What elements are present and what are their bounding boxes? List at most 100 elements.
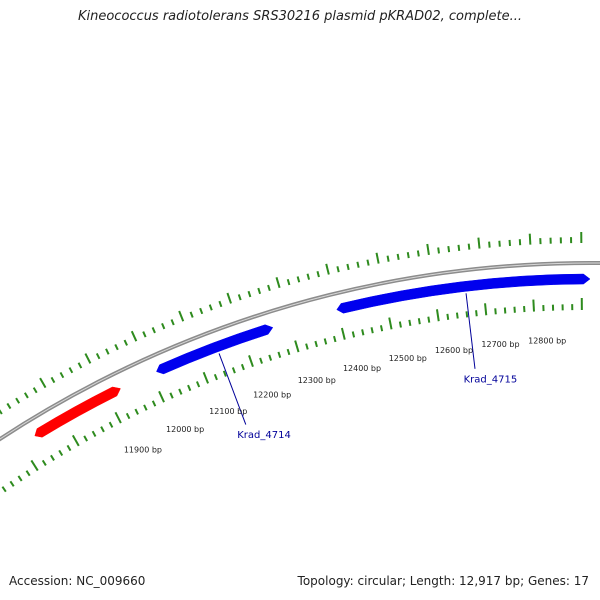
outer-tick <box>6 402 12 410</box>
outer-tick <box>406 251 410 259</box>
outer-tick <box>218 300 223 308</box>
backbone-highlight <box>0 262 600 440</box>
inner-tick <box>9 480 15 487</box>
inner-tick <box>178 388 183 395</box>
inner-tick <box>388 317 393 330</box>
position-label: 12100 bp <box>209 407 247 416</box>
position-label: 12800 bp <box>528 336 566 345</box>
inner-tick <box>222 370 227 377</box>
outer-tick <box>528 233 532 245</box>
inner-tick <box>158 390 165 403</box>
outer-tick <box>296 276 301 283</box>
gene-arrow-0[interactable] <box>34 386 121 438</box>
inner-tick <box>494 308 497 315</box>
inner-tick <box>91 430 97 437</box>
inner-tick <box>286 348 291 356</box>
outer-tick <box>23 392 29 399</box>
inner-tick <box>195 381 201 388</box>
outer-tick <box>170 319 175 326</box>
gene-arrow-krad-4715[interactable] <box>336 273 591 314</box>
position-label: 12400 bp <box>343 364 381 373</box>
outer-tick <box>68 367 74 374</box>
outer-tick <box>426 243 430 256</box>
outer-tick <box>325 263 330 275</box>
inner-tick <box>248 355 254 368</box>
gene-label[interactable]: Krad_4714 <box>237 430 291 441</box>
outer-tick <box>375 252 380 264</box>
inner-tick <box>134 408 139 415</box>
inner-tick <box>277 351 282 358</box>
inner-tick <box>30 459 39 472</box>
outer-tick <box>39 377 47 389</box>
outer-tick <box>189 311 194 318</box>
inner-tick <box>435 309 440 322</box>
inner-tick <box>340 327 346 340</box>
inner-tick <box>125 412 131 420</box>
outer-tick <box>336 266 340 273</box>
inner-tick <box>202 371 210 384</box>
outer-tick <box>208 304 213 311</box>
outer-tick <box>267 284 271 292</box>
inner-tick <box>151 400 157 407</box>
inner-tick <box>427 316 431 323</box>
position-label: 12500 bp <box>389 354 427 363</box>
outer-tick <box>477 237 481 249</box>
outer-tick <box>105 348 110 355</box>
outer-tick <box>275 276 281 289</box>
inner-tick <box>1 486 7 493</box>
position-label: 12000 bp <box>166 425 204 434</box>
inner-tick <box>108 421 114 428</box>
inner-tick <box>408 319 412 326</box>
inner-tick <box>17 475 23 482</box>
outer-tick <box>15 397 21 404</box>
inner-tick <box>465 311 469 318</box>
gene-arrow-krad-4714[interactable] <box>156 324 274 375</box>
outer-tick <box>467 243 471 250</box>
inner-tick <box>187 384 192 392</box>
outer-tick <box>84 353 92 364</box>
outer-tick <box>123 339 128 346</box>
outer-tick <box>178 310 185 322</box>
inner-tick <box>100 426 105 433</box>
backbone-arc <box>0 261 600 442</box>
inner-tick <box>351 331 356 338</box>
inner-tick <box>294 340 300 353</box>
inner-tick <box>305 343 309 350</box>
inner-tick <box>83 435 88 442</box>
outer-tick <box>114 343 119 351</box>
inner-tick <box>314 340 318 348</box>
inner-tick <box>25 470 31 477</box>
outer-tick <box>346 263 350 271</box>
inner-tick <box>259 357 263 364</box>
inner-tick <box>333 335 337 343</box>
outer-tick <box>488 241 491 248</box>
outer-tick <box>77 362 83 369</box>
gene-label[interactable]: Krad_4715 <box>464 375 518 386</box>
inner-tick <box>71 434 80 447</box>
inner-tick <box>50 454 55 461</box>
outer-tick <box>226 292 232 304</box>
outer-tick <box>316 270 320 278</box>
outer-tick <box>151 327 156 334</box>
outer-tick <box>95 352 101 360</box>
gene-label-leader <box>465 293 476 369</box>
position-label: 12600 bp <box>435 346 473 355</box>
outer-tick <box>437 247 440 254</box>
inner-tick <box>231 367 236 374</box>
inner-tick <box>484 303 488 316</box>
position-label: 12300 bp <box>298 376 336 385</box>
outer-tick <box>199 307 204 315</box>
outer-tick <box>286 278 291 286</box>
tick-marks <box>0 232 583 493</box>
inner-tick <box>417 318 421 325</box>
inner-tick <box>398 321 402 328</box>
outer-tick <box>457 244 461 251</box>
inner-tick <box>213 373 218 381</box>
inner-tick <box>455 312 459 319</box>
position-labels: 11900 bp 12000 bp 12100 bp 12200 bp 12300 bp… <box>124 336 566 454</box>
outer-tick <box>247 290 252 298</box>
inner-tick <box>323 338 328 345</box>
inner-tick <box>370 327 374 334</box>
position-label: 12200 bp <box>253 390 291 399</box>
outer-tick <box>396 253 400 260</box>
